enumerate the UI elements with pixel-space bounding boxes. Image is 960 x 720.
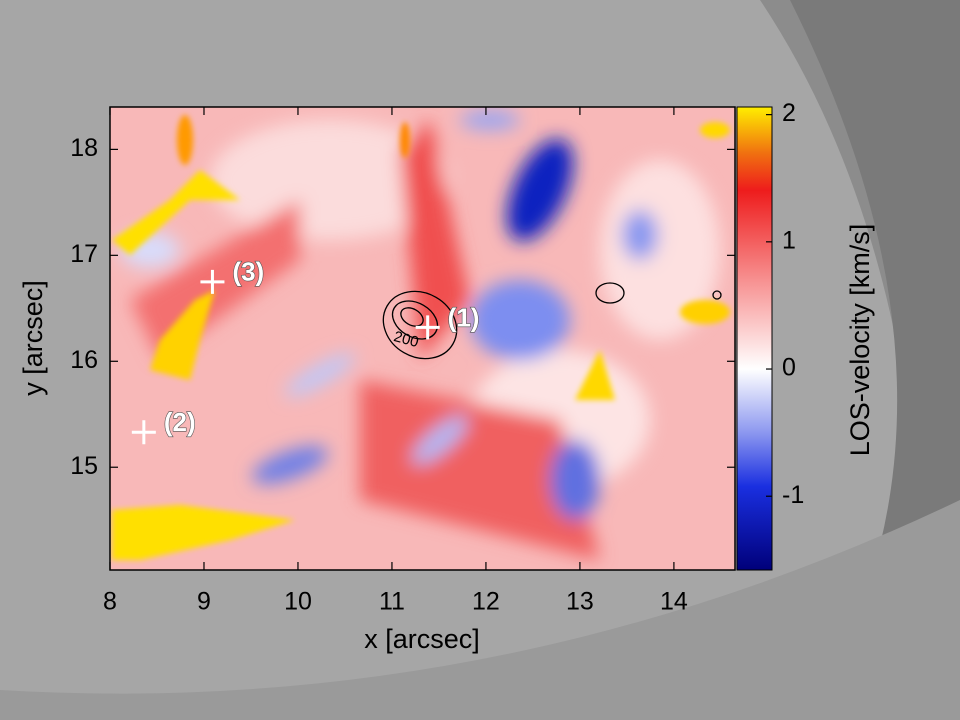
x-axis-label: x [arcsec] bbox=[364, 624, 480, 654]
x-tick-label: 12 bbox=[472, 588, 500, 616]
x-tick-label: 10 bbox=[284, 588, 312, 616]
contour-label: 200 bbox=[392, 328, 421, 351]
marker-label: (1) bbox=[448, 302, 480, 332]
decor-curve bbox=[0, 500, 960, 720]
marker-cross bbox=[131, 420, 156, 445]
x-tick-label: 11 bbox=[379, 588, 405, 616]
x-tick-label: 8 bbox=[103, 588, 117, 616]
colorbar-label: LOS-velocity [km/s] bbox=[845, 224, 875, 457]
colorbar-tick-label: -1 bbox=[782, 481, 804, 509]
x-tick-label: 13 bbox=[566, 588, 594, 616]
colorbar-tick-label: 2 bbox=[782, 99, 796, 127]
plot-frame bbox=[109, 106, 736, 571]
marker-label: (2) bbox=[164, 407, 196, 437]
x-tick-label: 14 bbox=[660, 588, 688, 616]
y-axis-label: y [arcsec] bbox=[18, 280, 48, 396]
y-tick-label: 15 bbox=[70, 452, 98, 480]
marker-label: (3) bbox=[232, 257, 264, 287]
y-tick-label: 17 bbox=[70, 240, 98, 268]
colorbar bbox=[736, 106, 773, 571]
decor-curve bbox=[790, 0, 960, 545]
velocity-map bbox=[110, 107, 735, 570]
colorbar-tick-label: 1 bbox=[782, 226, 796, 254]
contours bbox=[382, 282, 722, 360]
marker-cross bbox=[415, 315, 440, 340]
x-tick-label: 9 bbox=[197, 588, 211, 616]
y-tick-label: 16 bbox=[70, 346, 98, 374]
marker-cross bbox=[200, 269, 225, 294]
colorbar-tick-label: 0 bbox=[782, 354, 796, 382]
y-tick-label: 18 bbox=[70, 134, 98, 162]
